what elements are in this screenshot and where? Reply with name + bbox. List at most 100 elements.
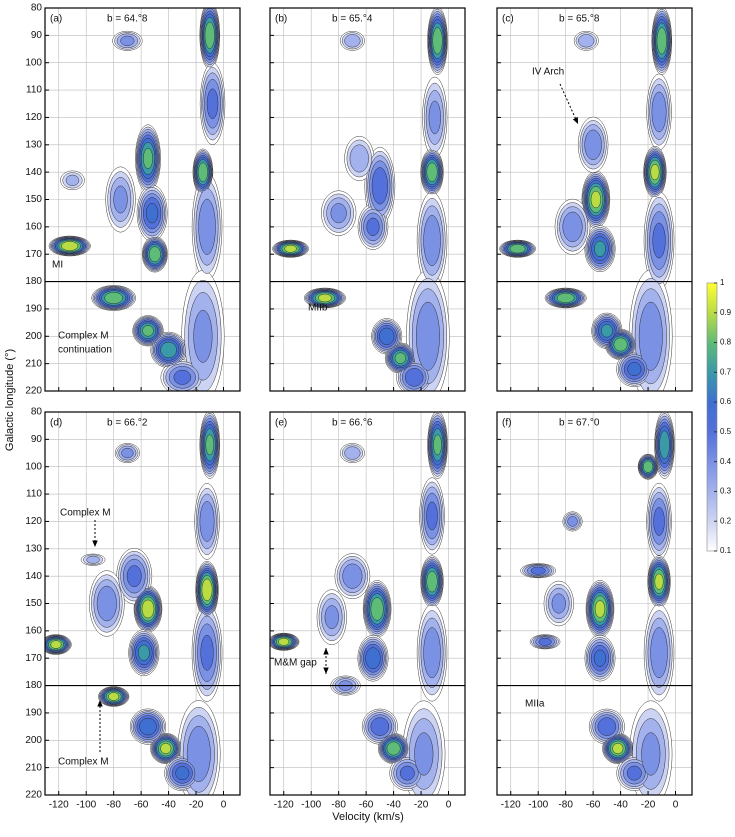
- x-tick-label: -40: [613, 800, 628, 811]
- colorbar-tick-label: 0.1: [720, 546, 732, 555]
- contour-level: [567, 516, 578, 527]
- contour-level: [538, 637, 552, 646]
- x-tick-label: -120: [501, 800, 521, 811]
- contour-level: [379, 327, 395, 345]
- arrow-head: [572, 117, 578, 124]
- colorbar-tick-label: 0.3: [720, 487, 732, 496]
- y-tick-label: 140: [25, 167, 42, 178]
- contour-level: [204, 21, 215, 49]
- x-tick-label: -60: [586, 800, 601, 811]
- contour-level: [366, 217, 380, 237]
- colorbar-tick-label: 0.5: [720, 427, 732, 436]
- contour-level: [650, 627, 668, 679]
- colorbar-tick-label: 0.7: [720, 367, 732, 376]
- contour-level: [198, 198, 216, 255]
- contour-level: [386, 741, 401, 756]
- panel-label: (e): [275, 418, 287, 429]
- contour-level: [50, 640, 62, 649]
- colorbar-tick-label: 0.9: [720, 308, 732, 317]
- panel: [270, 8, 465, 391]
- annotation: IV Arch: [532, 67, 564, 78]
- contour-level: [578, 34, 595, 48]
- contour-level: [414, 732, 434, 776]
- contour-level: [612, 743, 624, 754]
- contour-level: [349, 144, 369, 173]
- contour-level: [96, 585, 117, 622]
- contour-level: [593, 649, 607, 667]
- contour-level: [206, 88, 219, 119]
- y-tick-label: 210: [25, 762, 42, 773]
- contour-level: [653, 507, 665, 536]
- contour-level: [65, 174, 80, 186]
- contour-level: [426, 570, 438, 593]
- annotation: continuation: [58, 345, 112, 356]
- x-axis-label: Velocity (km/s): [332, 811, 404, 823]
- annotation: Complex M: [58, 331, 109, 342]
- y-tick-label: 150: [25, 194, 42, 205]
- y-tick-label: 180: [25, 276, 42, 287]
- y-tick-label: 100: [25, 57, 42, 68]
- colorbar-tick-label: 0.4: [720, 457, 732, 466]
- annotation: MIIb: [308, 303, 328, 314]
- x-tick-label: 0: [221, 800, 227, 811]
- contour-level: [530, 566, 546, 575]
- colorbar-tick-label: 0.6: [720, 397, 732, 406]
- annotation: Complex M: [60, 508, 111, 519]
- y-tick-label: 220: [25, 790, 42, 801]
- panel: [270, 412, 465, 795]
- contour-level: [556, 292, 575, 304]
- y-tick-label: 100: [25, 461, 42, 472]
- annotation: MIIa: [525, 699, 545, 710]
- y-tick-label: 190: [25, 304, 42, 315]
- contour-level: [284, 244, 297, 253]
- arrow-head: [323, 648, 329, 655]
- contour-level: [594, 600, 606, 618]
- x-tick-label: -100: [76, 800, 96, 811]
- contour-level: [597, 717, 617, 736]
- y-tick-label: 200: [25, 331, 42, 342]
- contour-level: [160, 743, 172, 754]
- y-tick-label: 130: [25, 543, 42, 554]
- colorbar-tick-label: 0.8: [720, 338, 732, 347]
- contour-level: [104, 292, 123, 304]
- contour-level: [142, 325, 154, 337]
- y-tick-label: 120: [25, 516, 42, 527]
- y-tick-label: 180: [25, 680, 42, 691]
- contour-level: [141, 599, 155, 619]
- x-tick-label: -120: [274, 800, 294, 811]
- contour-level: [108, 692, 120, 701]
- contour-level: [205, 434, 215, 456]
- colorbar-tick-label: 0.2: [720, 516, 732, 525]
- arrow-head: [323, 667, 329, 674]
- contour-level: [160, 341, 177, 359]
- y-tick-label: 170: [25, 653, 42, 664]
- contour-level: [626, 765, 642, 781]
- contour-level: [426, 501, 438, 531]
- colorbar: [706, 282, 718, 552]
- arrow-head: [92, 540, 98, 547]
- contour-level: [370, 597, 384, 621]
- panel-label: (c): [502, 14, 514, 25]
- y-axis-label: Galactic longitude (°): [4, 349, 16, 451]
- panel-label: (a): [50, 14, 62, 25]
- contour-level: [199, 501, 215, 542]
- contour-level: [139, 717, 157, 736]
- contour-level: [126, 565, 142, 588]
- contour-level: [371, 167, 388, 205]
- contour-level: [652, 222, 666, 259]
- contour-level: [613, 337, 628, 352]
- x-tick-label: 0: [673, 800, 679, 811]
- y-tick-label: 160: [25, 221, 42, 232]
- x-tick-label: 0: [446, 800, 452, 811]
- panel-title: b = 64.°8: [107, 14, 148, 25]
- contour-level: [120, 35, 135, 46]
- contour-level: [113, 185, 128, 214]
- contour-level: [651, 91, 667, 133]
- x-tick-label: -20: [414, 800, 429, 811]
- y-tick-label: 90: [31, 30, 43, 41]
- contour-level: [584, 129, 602, 160]
- contour-level: [61, 241, 79, 251]
- panel-title: b = 65.°4: [332, 14, 373, 25]
- y-tick-label: 110: [26, 85, 42, 96]
